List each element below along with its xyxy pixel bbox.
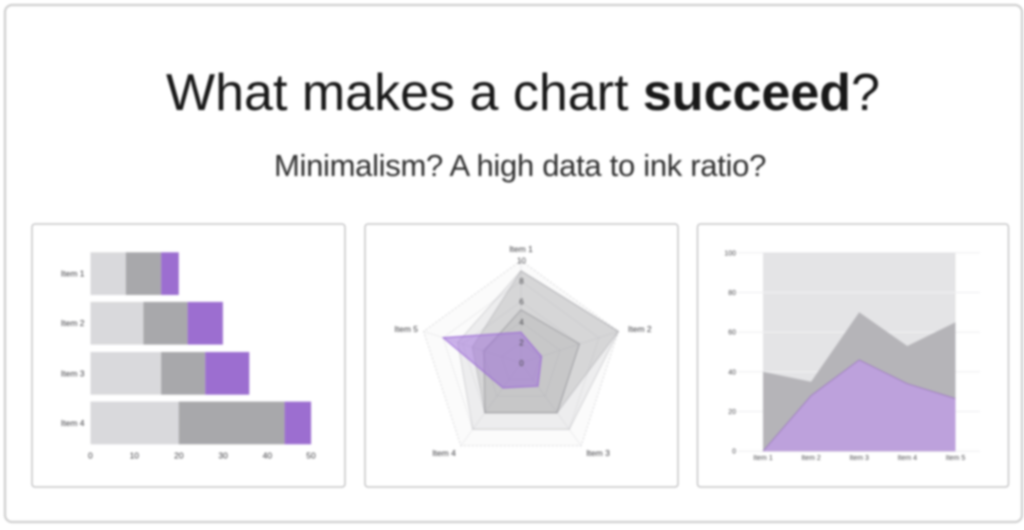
svg-text:Item 1: Item 1 [61, 269, 85, 279]
svg-text:20: 20 [174, 451, 184, 461]
svg-text:0: 0 [88, 451, 93, 461]
svg-text:Item 2: Item 2 [801, 455, 821, 462]
svg-text:50: 50 [306, 451, 316, 461]
svg-text:Item 4: Item 4 [432, 448, 456, 458]
svg-text:Item 2: Item 2 [628, 324, 652, 334]
svg-text:10: 10 [130, 451, 140, 461]
svg-text:4: 4 [519, 318, 524, 327]
svg-text:Item 3: Item 3 [586, 448, 610, 458]
svg-text:Item 1: Item 1 [509, 244, 533, 254]
svg-text:8: 8 [519, 277, 524, 286]
svg-text:40: 40 [728, 369, 736, 376]
svg-text:40: 40 [263, 451, 273, 461]
svg-text:Item 1: Item 1 [753, 455, 773, 462]
svg-text:20: 20 [728, 409, 736, 416]
svg-text:0: 0 [519, 359, 524, 368]
svg-text:100: 100 [724, 250, 736, 257]
svg-text:Item 3: Item 3 [849, 455, 869, 462]
svg-text:Item 5: Item 5 [394, 324, 418, 334]
svg-text:Item 5: Item 5 [946, 455, 966, 462]
svg-text:Item 3: Item 3 [61, 368, 85, 378]
svg-text:Item 4: Item 4 [898, 455, 918, 462]
svg-text:80: 80 [728, 290, 736, 297]
svg-text:10: 10 [517, 256, 526, 265]
svg-text:0: 0 [732, 449, 736, 456]
svg-text:60: 60 [728, 330, 736, 337]
svg-text:2: 2 [519, 338, 524, 347]
svg-text:Item 2: Item 2 [61, 318, 85, 328]
svg-text:Item 4: Item 4 [61, 418, 85, 428]
svg-text:30: 30 [218, 451, 228, 461]
svg-text:6: 6 [519, 297, 524, 306]
